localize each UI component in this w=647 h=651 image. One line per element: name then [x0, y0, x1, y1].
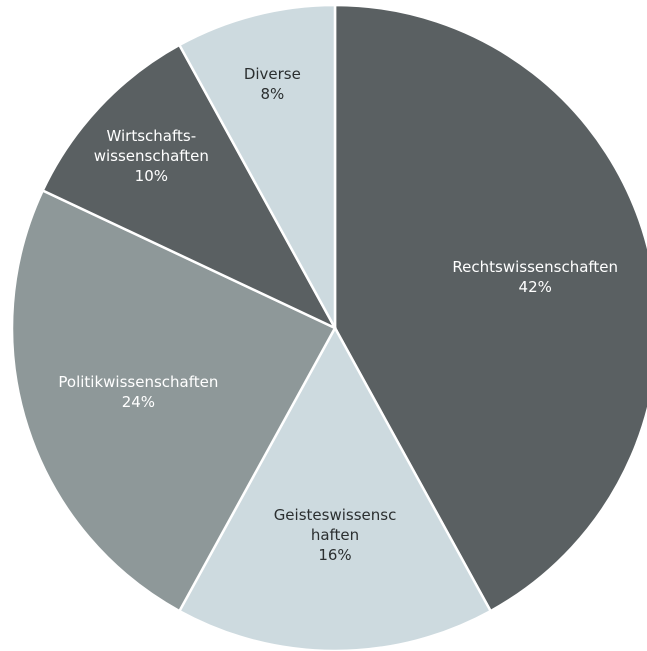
- value-label: 42%: [518, 277, 552, 296]
- slice-label: Wirtschafts-wissenschaften 10%: [86, 126, 216, 186]
- category-label: Diverse: [243, 64, 301, 83]
- pie-slice: [177, 3, 337, 329]
- pie-slice: [41, 43, 338, 331]
- slice-label: Rechtswissenschaften 42%: [425, 257, 645, 297]
- value-label: 10%: [134, 166, 168, 185]
- value-label: 16%: [318, 545, 352, 564]
- value-label: 8%: [260, 84, 285, 103]
- category-label: Wirtschafts-wissenschaften: [93, 126, 209, 165]
- value-label: 24%: [121, 392, 156, 411]
- slice-label: Geisteswissenschaften 16%: [270, 505, 400, 565]
- pie-slice: [333, 3, 647, 613]
- category-label: Rechtswissenschaften: [452, 257, 619, 276]
- slice-label: Diverse 8%: [207, 64, 337, 104]
- category-label: Politikwissenschaften: [58, 372, 219, 391]
- category-label: Geisteswissenschaften: [273, 505, 397, 544]
- slice-label: Politikwissenschaften 24%: [28, 372, 248, 412]
- pie-slice: [10, 188, 337, 613]
